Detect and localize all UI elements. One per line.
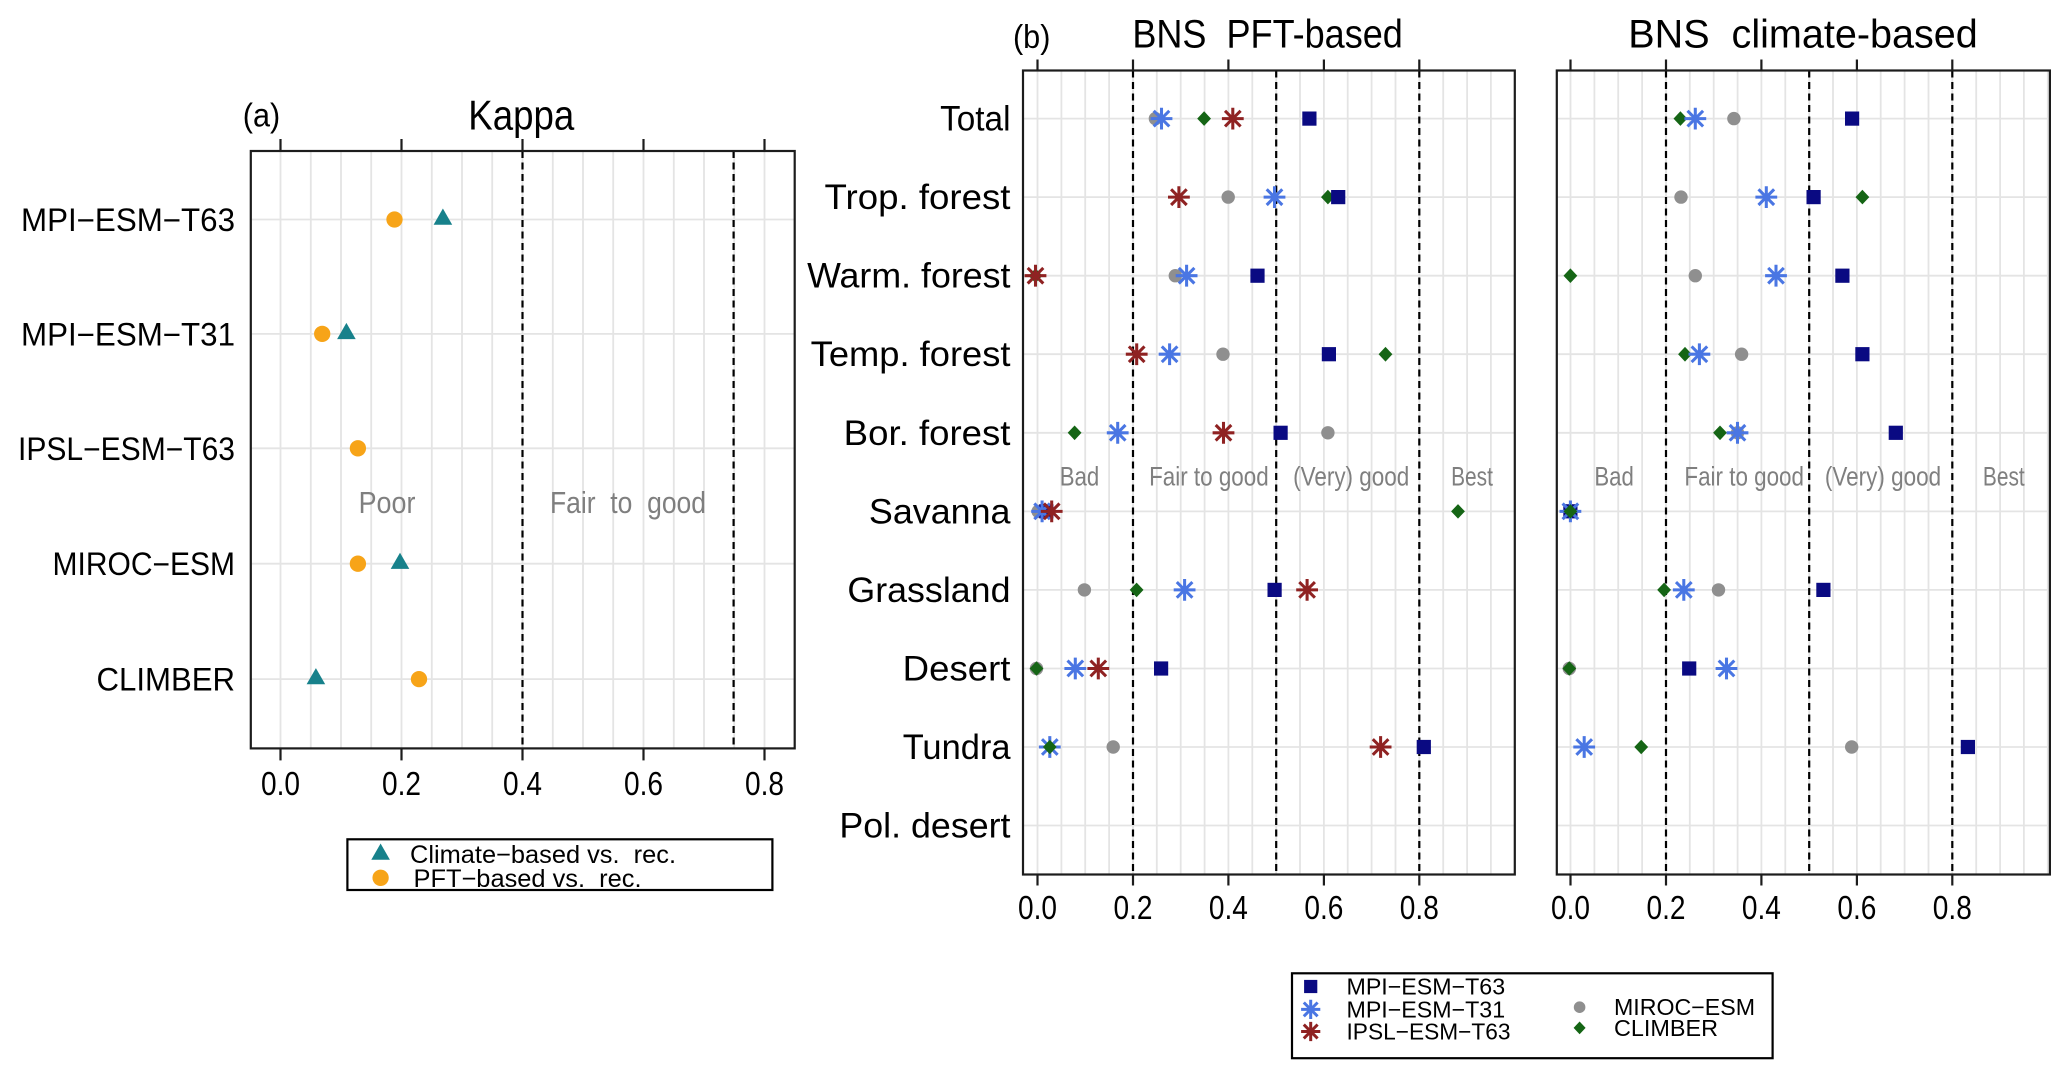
svg-text:IPSL−ESM−T63: IPSL−ESM−T63 [1347,1019,1511,1045]
svg-text:Warm. forest: Warm. forest [807,257,1011,296]
svg-text:Bad: Bad [1594,462,1634,492]
svg-text:IPSL−ESM−T63: IPSL−ESM−T63 [18,431,235,467]
svg-text:0.8: 0.8 [1933,889,1972,926]
svg-text:0.0: 0.0 [1551,889,1590,926]
svg-text:Grassland: Grassland [847,571,1010,610]
svg-text:Savanna: Savanna [869,492,1011,531]
svg-text:0.4: 0.4 [503,765,542,802]
svg-text:0.4: 0.4 [1209,889,1248,926]
svg-text:0.2: 0.2 [1114,889,1153,926]
svg-text:Tundra: Tundra [903,728,1011,767]
svg-text:Kappa: Kappa [468,92,575,139]
svg-text:0.0: 0.0 [1018,889,1057,926]
svg-text:Best: Best [1451,462,1493,492]
svg-text:Climate−based vs. rec.: Climate−based vs. rec. [410,841,676,869]
svg-text:MIROC−ESM: MIROC−ESM [53,546,236,582]
svg-text:Bor. forest: Bor. forest [844,414,1011,453]
svg-text:BNS climate-based: BNS climate-based [1628,13,1978,57]
svg-text:Bad: Bad [1060,462,1100,492]
svg-text:0.6: 0.6 [1837,889,1876,926]
svg-text:(b): (b) [1013,18,1050,55]
svg-text:(a): (a) [243,97,280,134]
svg-text:0.8: 0.8 [1400,889,1439,926]
svg-text:Best: Best [1983,462,2025,492]
svg-text:MPI−ESM−T31: MPI−ESM−T31 [21,316,235,352]
svg-text:0.2: 0.2 [382,765,421,802]
svg-text:Fair to good: Fair to good [1149,462,1269,492]
svg-text:(Very) good: (Very) good [1293,462,1409,492]
svg-text:(Very) good: (Very) good [1825,462,1941,492]
svg-text:CLIMBER: CLIMBER [97,662,236,698]
svg-text:MPI−ESM−T63: MPI−ESM−T63 [1347,974,1506,1000]
svg-text:0.6: 0.6 [1304,889,1343,926]
svg-text:MPI−ESM−T31: MPI−ESM−T31 [1347,997,1506,1023]
svg-text:Desert: Desert [903,650,1011,689]
svg-text:0.2: 0.2 [1647,889,1686,926]
svg-text:Fair to good: Fair to good [550,485,706,520]
svg-text:Pol. desert: Pol. desert [839,807,1010,846]
svg-text:0.6: 0.6 [624,765,663,802]
svg-text:BNS PFT-based: BNS PFT-based [1132,13,1403,57]
svg-text:0.4: 0.4 [1742,889,1781,926]
svg-text:Fair to good: Fair to good [1684,462,1804,492]
svg-text:CLIMBER: CLIMBER [1614,1015,1718,1041]
svg-text:0.8: 0.8 [745,765,784,802]
svg-text:PFT−based vs. rec.: PFT−based vs. rec. [414,865,642,893]
svg-text:Poor: Poor [359,485,416,520]
svg-text:Temp. forest: Temp. forest [811,335,1011,374]
svg-text:MPI−ESM−T63: MPI−ESM−T63 [21,202,235,238]
svg-text:0.0: 0.0 [261,765,300,802]
svg-text:MIROC−ESM: MIROC−ESM [1614,994,1755,1020]
svg-text:Total: Total [940,100,1010,139]
svg-text:Trop. forest: Trop. forest [825,178,1011,217]
